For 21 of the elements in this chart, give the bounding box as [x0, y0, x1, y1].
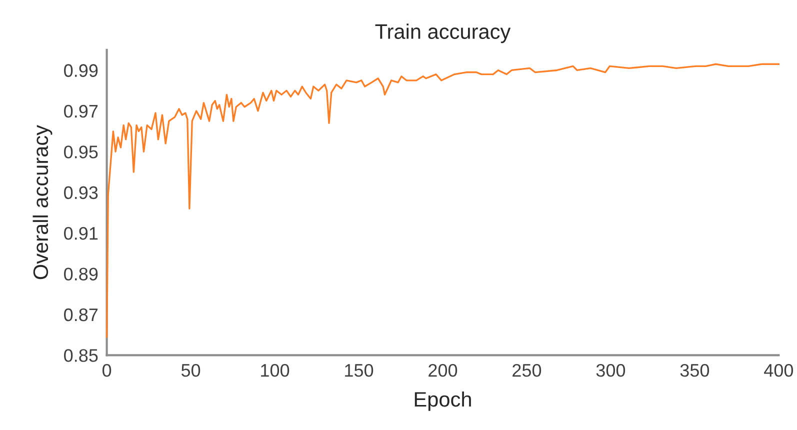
- y-tick-label: 0.87: [64, 308, 98, 322]
- x-tick-label: 250: [512, 364, 542, 377]
- x-tick-label: 50: [181, 364, 200, 377]
- line-series: [106, 63, 780, 338]
- x-tick-label: 300: [596, 364, 626, 377]
- chart-title: Train accuracy: [375, 24, 511, 44]
- y-tick-label: 0.95: [64, 146, 98, 158]
- y-tick-label: 0.85: [64, 349, 98, 362]
- y-tick-label: 0.97: [64, 104, 98, 118]
- y-tick-label: 0.99: [64, 64, 98, 77]
- x-tick-label: 200: [428, 364, 458, 377]
- x-tick-label: 150: [345, 364, 374, 377]
- y-tick-label: 0.91: [64, 226, 98, 240]
- x-tick-label: 400: [764, 364, 794, 377]
- x-axis-title: Epoch: [414, 391, 471, 411]
- y-tick-label: 0.93: [64, 186, 98, 200]
- x-tick-label: 350: [680, 364, 710, 377]
- y-axis-title: Overall accuracy: [32, 124, 52, 280]
- y-tick-label: 0.89: [64, 268, 98, 280]
- x-tick-label: 0: [102, 364, 112, 377]
- x-tick-label: 100: [261, 364, 290, 377]
